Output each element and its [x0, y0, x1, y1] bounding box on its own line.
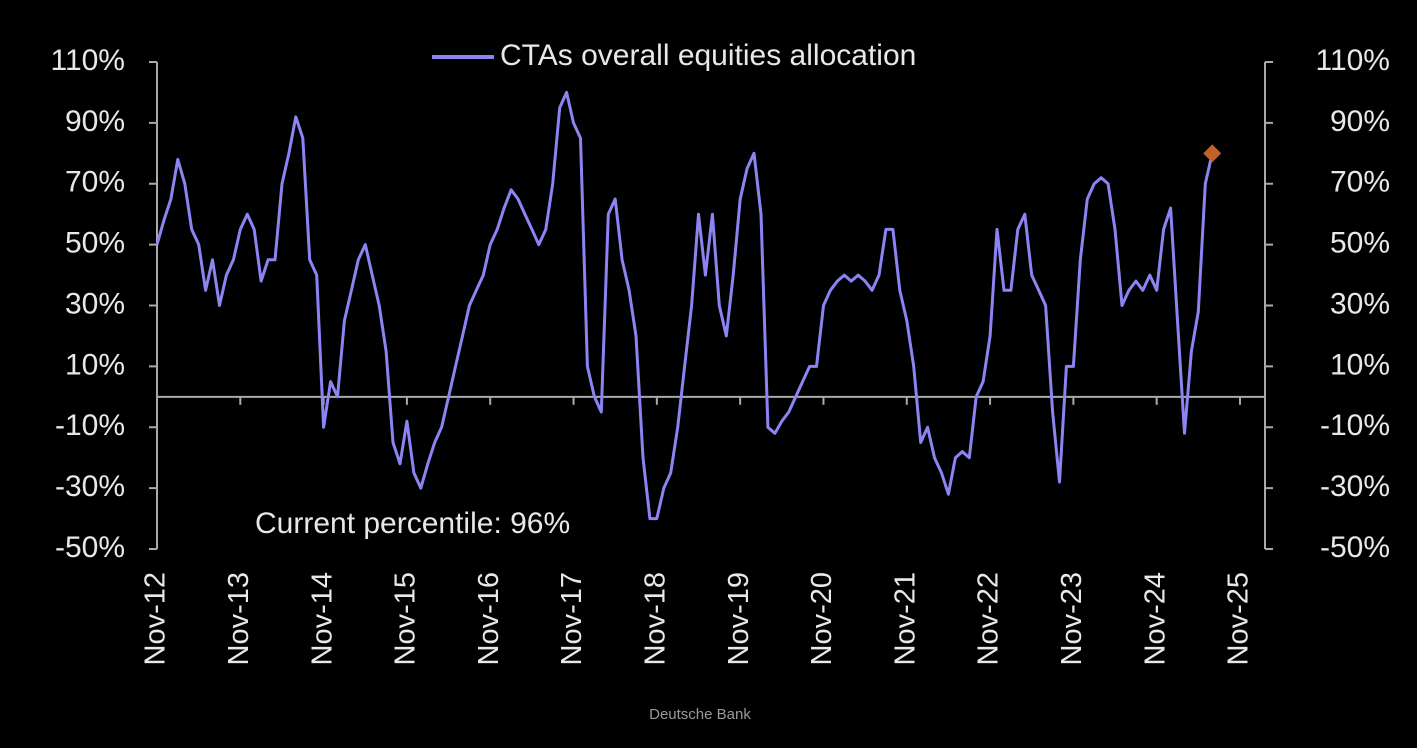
- x-tick-label: Nov-14: [306, 572, 338, 666]
- y2-tick-label: 70%: [1330, 166, 1390, 199]
- x-tick-label: Nov-24: [1139, 572, 1171, 666]
- y2-tick-label: -30%: [1320, 470, 1390, 503]
- y-tick-label: -50%: [55, 531, 125, 564]
- x-tick-label: Nov-15: [390, 572, 422, 666]
- x-tick-label: Nov-23: [1056, 572, 1088, 666]
- y2-tick-label: -50%: [1320, 531, 1390, 564]
- annotation: Current percentile: 96%: [255, 507, 570, 540]
- x-tick-label: Nov-13: [223, 572, 255, 666]
- x-tick-label: Nov-17: [556, 572, 588, 666]
- x-tick-label: Nov-21: [889, 572, 921, 666]
- y-tick-label: 10%: [65, 348, 125, 381]
- y2-tick-label: 50%: [1330, 227, 1390, 260]
- x-tick-label: Nov-18: [640, 572, 672, 666]
- y-tick-label: 70%: [65, 166, 125, 199]
- source: Deutsche Bank: [649, 706, 751, 723]
- x-tick-label: Nov-25: [1223, 572, 1255, 666]
- y-tick-label: 90%: [65, 105, 125, 138]
- x-tick-label: Nov-19: [723, 572, 755, 666]
- y-tick-label: 110%: [50, 44, 125, 77]
- x-tick-label: Nov-12: [140, 572, 172, 666]
- last-point-marker: [1203, 144, 1222, 163]
- x-tick-label: Nov-20: [806, 572, 838, 666]
- y2-tick-label: 10%: [1330, 348, 1390, 381]
- y2-tick-label: 30%: [1330, 287, 1390, 320]
- x-tick-label: Nov-22: [973, 572, 1005, 666]
- y-tick-label: -30%: [55, 470, 125, 503]
- x-tick-label: Nov-16: [473, 572, 505, 666]
- legend-label: CTAs overall equities allocation: [500, 39, 916, 72]
- y-tick-label: -10%: [55, 409, 125, 442]
- y2-tick-label: 110%: [1315, 44, 1390, 77]
- y-tick-label: 30%: [65, 287, 125, 320]
- y2-tick-label: 90%: [1330, 105, 1390, 138]
- y2-tick-label: -10%: [1320, 409, 1390, 442]
- y-tick-label: 50%: [65, 227, 125, 260]
- series-line: [155, 90, 1214, 521]
